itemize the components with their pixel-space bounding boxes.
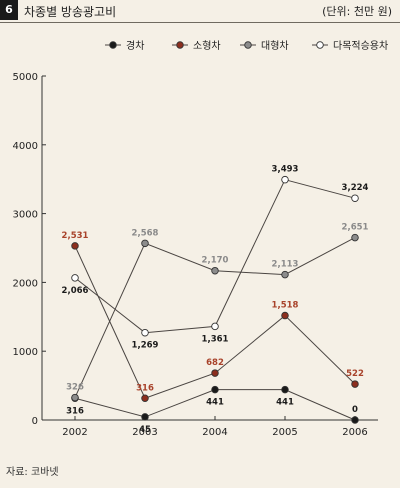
data-point — [211, 385, 219, 394]
data-label: 2,113 — [272, 260, 299, 270]
legend-marker — [109, 41, 117, 49]
data-point — [281, 175, 289, 184]
y-tick-label: 4000 — [13, 141, 38, 152]
y-tick-label: 5000 — [13, 72, 38, 83]
chart-title: 차종별 방송광고비 — [24, 5, 117, 19]
data-point — [351, 416, 359, 424]
data-label: 3,493 — [272, 165, 299, 175]
data-label: 2,170 — [202, 256, 229, 266]
data-label: 0 — [352, 405, 358, 415]
data-point — [211, 266, 219, 275]
data-point — [281, 311, 289, 320]
legend-label: 대형차 — [261, 40, 289, 52]
unit-label: (단위: 천만 원) — [322, 5, 392, 18]
data-point — [281, 385, 289, 394]
y-tick-label: 3000 — [13, 210, 38, 221]
data-point — [71, 274, 79, 282]
data-label: 441 — [276, 398, 294, 408]
data-label: 441 — [206, 398, 224, 408]
data-point — [351, 194, 359, 202]
data-label: 1,361 — [202, 334, 229, 344]
line-chart: 0 1000 2000 3000 4000 5000 2002 2003 2004 2005 200… — [13, 39, 389, 438]
source-note: 자료: 코바넷 — [6, 467, 59, 478]
legend-marker — [176, 41, 184, 49]
data-point — [141, 394, 149, 403]
y-tick-label: 2000 — [13, 278, 38, 289]
data-label: 1,269 — [132, 341, 159, 351]
data-label: 316 — [66, 406, 84, 416]
data-point — [141, 413, 149, 421]
data-point — [351, 380, 359, 388]
x-tick-label: 2004 — [202, 427, 227, 438]
data-point — [71, 393, 79, 402]
figure-number-badge: 6 — [0, 0, 18, 20]
data-point — [211, 369, 219, 377]
data-label: 2,651 — [342, 223, 369, 233]
x-tick-label: 2002 — [62, 427, 87, 438]
y-tick-label: 1000 — [13, 347, 38, 358]
y-tick-label: 0 — [32, 416, 38, 427]
legend-marker — [316, 41, 324, 49]
data-point — [71, 242, 79, 250]
data-label: 45 — [139, 425, 151, 435]
data-point — [281, 270, 289, 279]
data-point — [141, 328, 149, 337]
legend-label: 다목적승용차 — [333, 40, 388, 52]
data-label: 522 — [346, 369, 364, 379]
x-tick-label: 2005 — [272, 427, 297, 438]
data-label: 2,568 — [132, 228, 159, 238]
x-tick-label: 2003 — [132, 427, 157, 438]
data-label: 316 — [136, 383, 154, 393]
x-tick-label: 2006 — [342, 427, 367, 438]
data-point — [351, 233, 359, 242]
legend-marker — [244, 41, 252, 49]
data-label: 1,518 — [272, 301, 299, 311]
data-label: 3,224 — [342, 183, 369, 193]
header: 6 차종별 방송광고비 (단위: 천만 원) — [0, 0, 400, 24]
data-label: 326 — [66, 383, 84, 393]
header-divider — [0, 22, 400, 23]
data-label: 2,531 — [62, 231, 89, 241]
data-point — [141, 239, 149, 248]
data-label: 2,066 — [62, 286, 89, 296]
data-label: 682 — [206, 358, 224, 368]
legend-label: 경차 — [126, 39, 144, 52]
data-point — [211, 322, 219, 331]
legend-label: 소형차 — [193, 40, 221, 52]
